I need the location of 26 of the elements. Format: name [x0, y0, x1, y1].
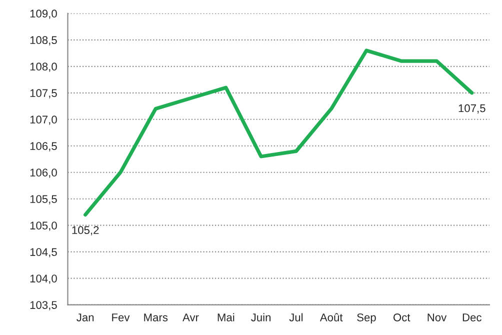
y-tick-label: 109,0	[30, 10, 57, 19]
y-tick-label: 105,0	[30, 222, 57, 231]
data-label: 105,2	[72, 226, 99, 236]
x-tick-label: Oct	[393, 313, 410, 322]
x-tick-label: Août	[320, 313, 343, 322]
x-tick-label: Fev	[112, 314, 130, 322]
x-tick-label: Nov	[428, 314, 447, 322]
y-tick-label: 105,5	[30, 195, 57, 204]
y-tick-label: 104,5	[30, 248, 57, 258]
x-tick-label: Mai	[218, 313, 234, 322]
x-tick-label: Juin	[251, 313, 271, 322]
y-tick-label: 108,0	[30, 62, 57, 72]
y-tick-label: 103,5	[30, 301, 57, 310]
y-tick-label: 107,5	[30, 89, 57, 98]
y-tick-label: 106,5	[30, 142, 57, 152]
x-tick-label: Dec	[462, 314, 482, 322]
data-label: 107,5	[458, 104, 486, 114]
y-tick-label: 106,0	[30, 168, 57, 178]
x-tick-label: Avr	[182, 314, 199, 322]
x-tick-label: Mars	[144, 314, 168, 322]
y-tick-label: 107,0	[30, 116, 57, 125]
x-tick-label: Jan	[76, 314, 94, 322]
x-tick-label: Jul	[289, 313, 303, 322]
y-tick-label: 104,0	[30, 274, 57, 284]
y-tick-label: 108,5	[30, 36, 57, 46]
x-tick-label: Sep	[357, 313, 376, 324]
